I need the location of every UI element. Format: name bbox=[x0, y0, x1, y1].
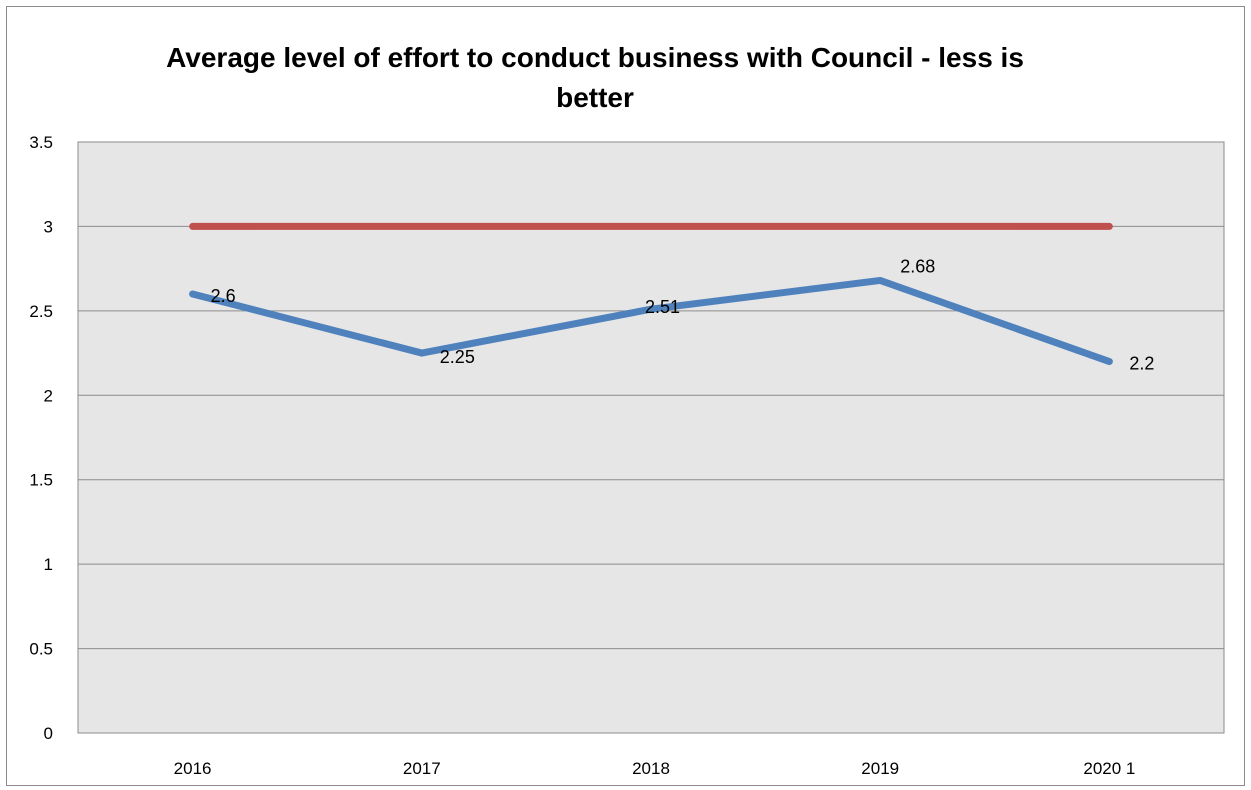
x-tick-label: 2016 bbox=[174, 759, 212, 778]
data-label: 2.25 bbox=[440, 347, 475, 367]
y-tick-label: 1.5 bbox=[29, 471, 53, 490]
x-axis-tick-labels: 2016 2017 2018 2019 2020 1 bbox=[174, 759, 1136, 778]
data-label: 2.2 bbox=[1129, 354, 1154, 374]
data-label: 2.6 bbox=[211, 286, 236, 306]
y-tick-label: 1 bbox=[44, 555, 53, 574]
y-tick-label: 0 bbox=[44, 724, 53, 743]
series-line-blue bbox=[189, 276, 1113, 366]
y-tick-label: 3.5 bbox=[29, 133, 53, 152]
series-lines bbox=[189, 222, 1113, 366]
data-label: 2.51 bbox=[645, 297, 680, 317]
plot-area bbox=[77, 141, 1225, 734]
x-tick-label: 2019 bbox=[861, 759, 899, 778]
y-tick-label: 3 bbox=[44, 217, 53, 236]
y-tick-label: 2 bbox=[44, 386, 53, 405]
chart-title: Average level of effort to conduct busin… bbox=[166, 42, 1024, 113]
y-tick-label: 0.5 bbox=[29, 640, 53, 659]
x-tick-label: 2018 bbox=[632, 759, 670, 778]
y-tick-label: 2.5 bbox=[29, 302, 53, 321]
y-axis-tick-labels: 0 0.5 1 1.5 2 2.5 3 3.5 bbox=[29, 133, 53, 743]
data-label: 2.68 bbox=[900, 256, 935, 276]
x-tick-label: 2017 bbox=[403, 759, 441, 778]
x-tick-label: 2020 1 bbox=[1083, 759, 1135, 778]
data-labels: 2.6 2.25 2.51 2.68 2.2 bbox=[211, 256, 1155, 373]
